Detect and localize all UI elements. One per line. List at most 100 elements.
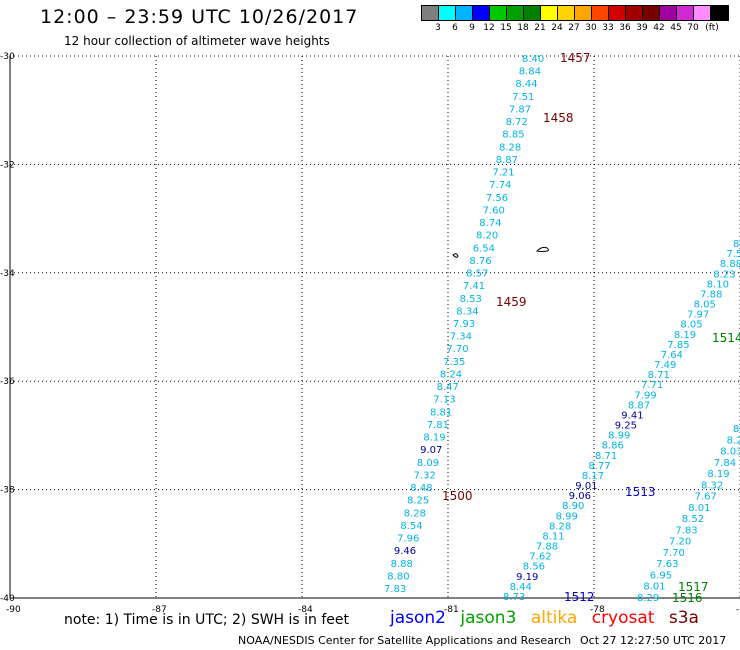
wave-height-label: 7.5 — [726, 249, 740, 260]
generated-timestamp: Oct 27 12:27:50 UTC 2017 — [580, 634, 727, 647]
wave-height-label: 8.56 — [523, 562, 545, 573]
wave-height-label: 8.88 — [720, 259, 740, 270]
wave-height-label: 9.01 — [575, 481, 597, 492]
island-outlines — [452, 246, 549, 258]
lon-tick-label: -81 — [444, 605, 459, 615]
wave-height-label: 8.86 — [602, 441, 624, 452]
wave-height-label: 8.01 — [688, 503, 710, 514]
wave-height-label: 7.93 — [453, 319, 475, 330]
wave-height-label: 8.76 — [469, 256, 491, 267]
legend-swatch — [439, 6, 456, 20]
legend-swatch — [694, 6, 711, 20]
wave-height-label: 8.09 — [417, 458, 439, 469]
wave-height-label: 8.23 — [713, 269, 735, 280]
wave-height-label: 7.49 — [654, 360, 676, 371]
wave-height-label: 8.54 — [400, 521, 422, 532]
lat-tick-label: -32 — [0, 160, 15, 170]
wave-height-label: 7.88 — [700, 289, 722, 300]
wave-height-label: 7.41 — [463, 281, 485, 292]
wave-height-label: 8.20 — [476, 231, 498, 242]
wave-height-label: 7.20 — [669, 537, 691, 548]
wave-height-label: 6.95 — [650, 571, 672, 582]
lat-tick-label: -34 — [0, 269, 15, 279]
wave-height-label: 8.80 — [387, 571, 409, 582]
legend-swatch — [490, 6, 507, 20]
wave-height-label: 7.64 — [661, 350, 683, 361]
wave-height-label: 8.28 — [404, 508, 426, 519]
lat-tick-label: -38 — [0, 486, 15, 496]
pass-time-label: 1513 — [625, 485, 656, 499]
wave-height-label: 7.81 — [427, 420, 449, 431]
wave-height-label: 8.01 — [643, 582, 665, 593]
legend-swatch — [677, 6, 694, 20]
wave-height-label: 8.81 — [430, 407, 452, 418]
map-grid — [9, 55, 740, 599]
wave-height-label: 8.28 — [549, 521, 571, 532]
pass-time-label: 1458 — [543, 111, 574, 125]
wave-height-label: 7.87 — [509, 105, 531, 116]
wave-height-label: 8.73 — [503, 592, 525, 603]
lat-tick-label: -36 — [0, 377, 15, 387]
wave-height-label: 8.87 — [628, 400, 650, 411]
pass-time-label: 1514 — [712, 331, 740, 345]
wave-height-label: 8.48 — [410, 483, 432, 494]
satellite-s3a: s3a — [668, 608, 699, 628]
wave-height-label: 7.96 — [397, 534, 419, 545]
wave-height-label: 8.32 — [701, 480, 723, 491]
wave-height-label: 7.74 — [489, 180, 511, 191]
wave-height-label: 8.71 — [595, 451, 617, 462]
pass-time-label: 1457 — [560, 51, 591, 65]
wave-height-label: 8.90 — [562, 501, 584, 512]
wave-height-label: 7.32 — [414, 470, 436, 481]
wave-height-label: 9.46 — [394, 546, 416, 557]
wave-height-label: 8.19 — [674, 330, 696, 341]
lon-tick-label: -75 — [736, 605, 740, 615]
lat-tick-label: -40 — [0, 594, 15, 604]
legend-swatch — [643, 6, 660, 20]
wave-height-label: 8.17 — [582, 471, 604, 482]
page-title: 12:00 – 23:59 UTC 10/26/2017 — [40, 6, 359, 28]
wave-height-label: 7.83 — [384, 584, 406, 595]
legend-label: 30 — [585, 23, 597, 33]
pass-time-label: 1516 — [672, 591, 703, 605]
wave-height-label: 8.84 — [519, 67, 541, 78]
wave-height-label: 7.34 — [450, 332, 472, 343]
wave-height-label: 7.60 — [483, 205, 505, 216]
legend-swatch — [575, 6, 592, 20]
page-subtitle: 12 hour collection of altimeter wave hei… — [64, 34, 330, 48]
wave-height-label: 8.44 — [515, 79, 537, 90]
legend-label: 12 — [483, 23, 495, 33]
wave-height-label: 7.97 — [687, 310, 709, 321]
legend-label: 9 — [469, 23, 475, 33]
wave-height-label: 8.34 — [456, 306, 478, 317]
wave-height-label: 8.57 — [466, 269, 488, 280]
wave-height-label: 8 — [733, 424, 739, 435]
satellite-legend: jason2 jason3 altika cryosat s3a — [390, 608, 708, 628]
wave-height-label: 8.85 — [502, 130, 524, 141]
legend-swatch — [592, 6, 609, 20]
map-ticks: -30 -32 -34 -36 -38 -40-90 -87 -84 -81 -78 -75 — [0, 52, 740, 615]
wave-height-label: 7.99 — [634, 390, 656, 401]
legend-label: 27 — [568, 23, 580, 33]
legend-swatch — [422, 6, 439, 20]
legend-swatch — [558, 6, 575, 20]
island-outline — [452, 253, 459, 258]
pass-time-label: 1459 — [496, 295, 527, 309]
wave-height-label: 8.28 — [499, 142, 521, 153]
wave-height-label: 8.11 — [542, 532, 564, 543]
wave-height-label: 7.35 — [443, 357, 465, 368]
wave-height-label: 8.2 — [727, 435, 740, 446]
island-outline — [535, 246, 549, 252]
wave-height-label: 9.06 — [569, 491, 591, 502]
wave-height-label: 8 — [733, 239, 739, 250]
legend-swatch — [507, 6, 524, 20]
legend-label: 21 — [534, 23, 546, 33]
satellite-altika: altika — [530, 608, 578, 628]
lon-tick-label: -90 — [6, 605, 21, 615]
wave-height-label: 7.71 — [641, 380, 663, 391]
legend-swatch — [711, 6, 728, 20]
legend-label: 70 — [687, 23, 699, 33]
wave-height-label: 8.10 — [707, 279, 729, 290]
legend-label: 24 — [551, 23, 563, 33]
